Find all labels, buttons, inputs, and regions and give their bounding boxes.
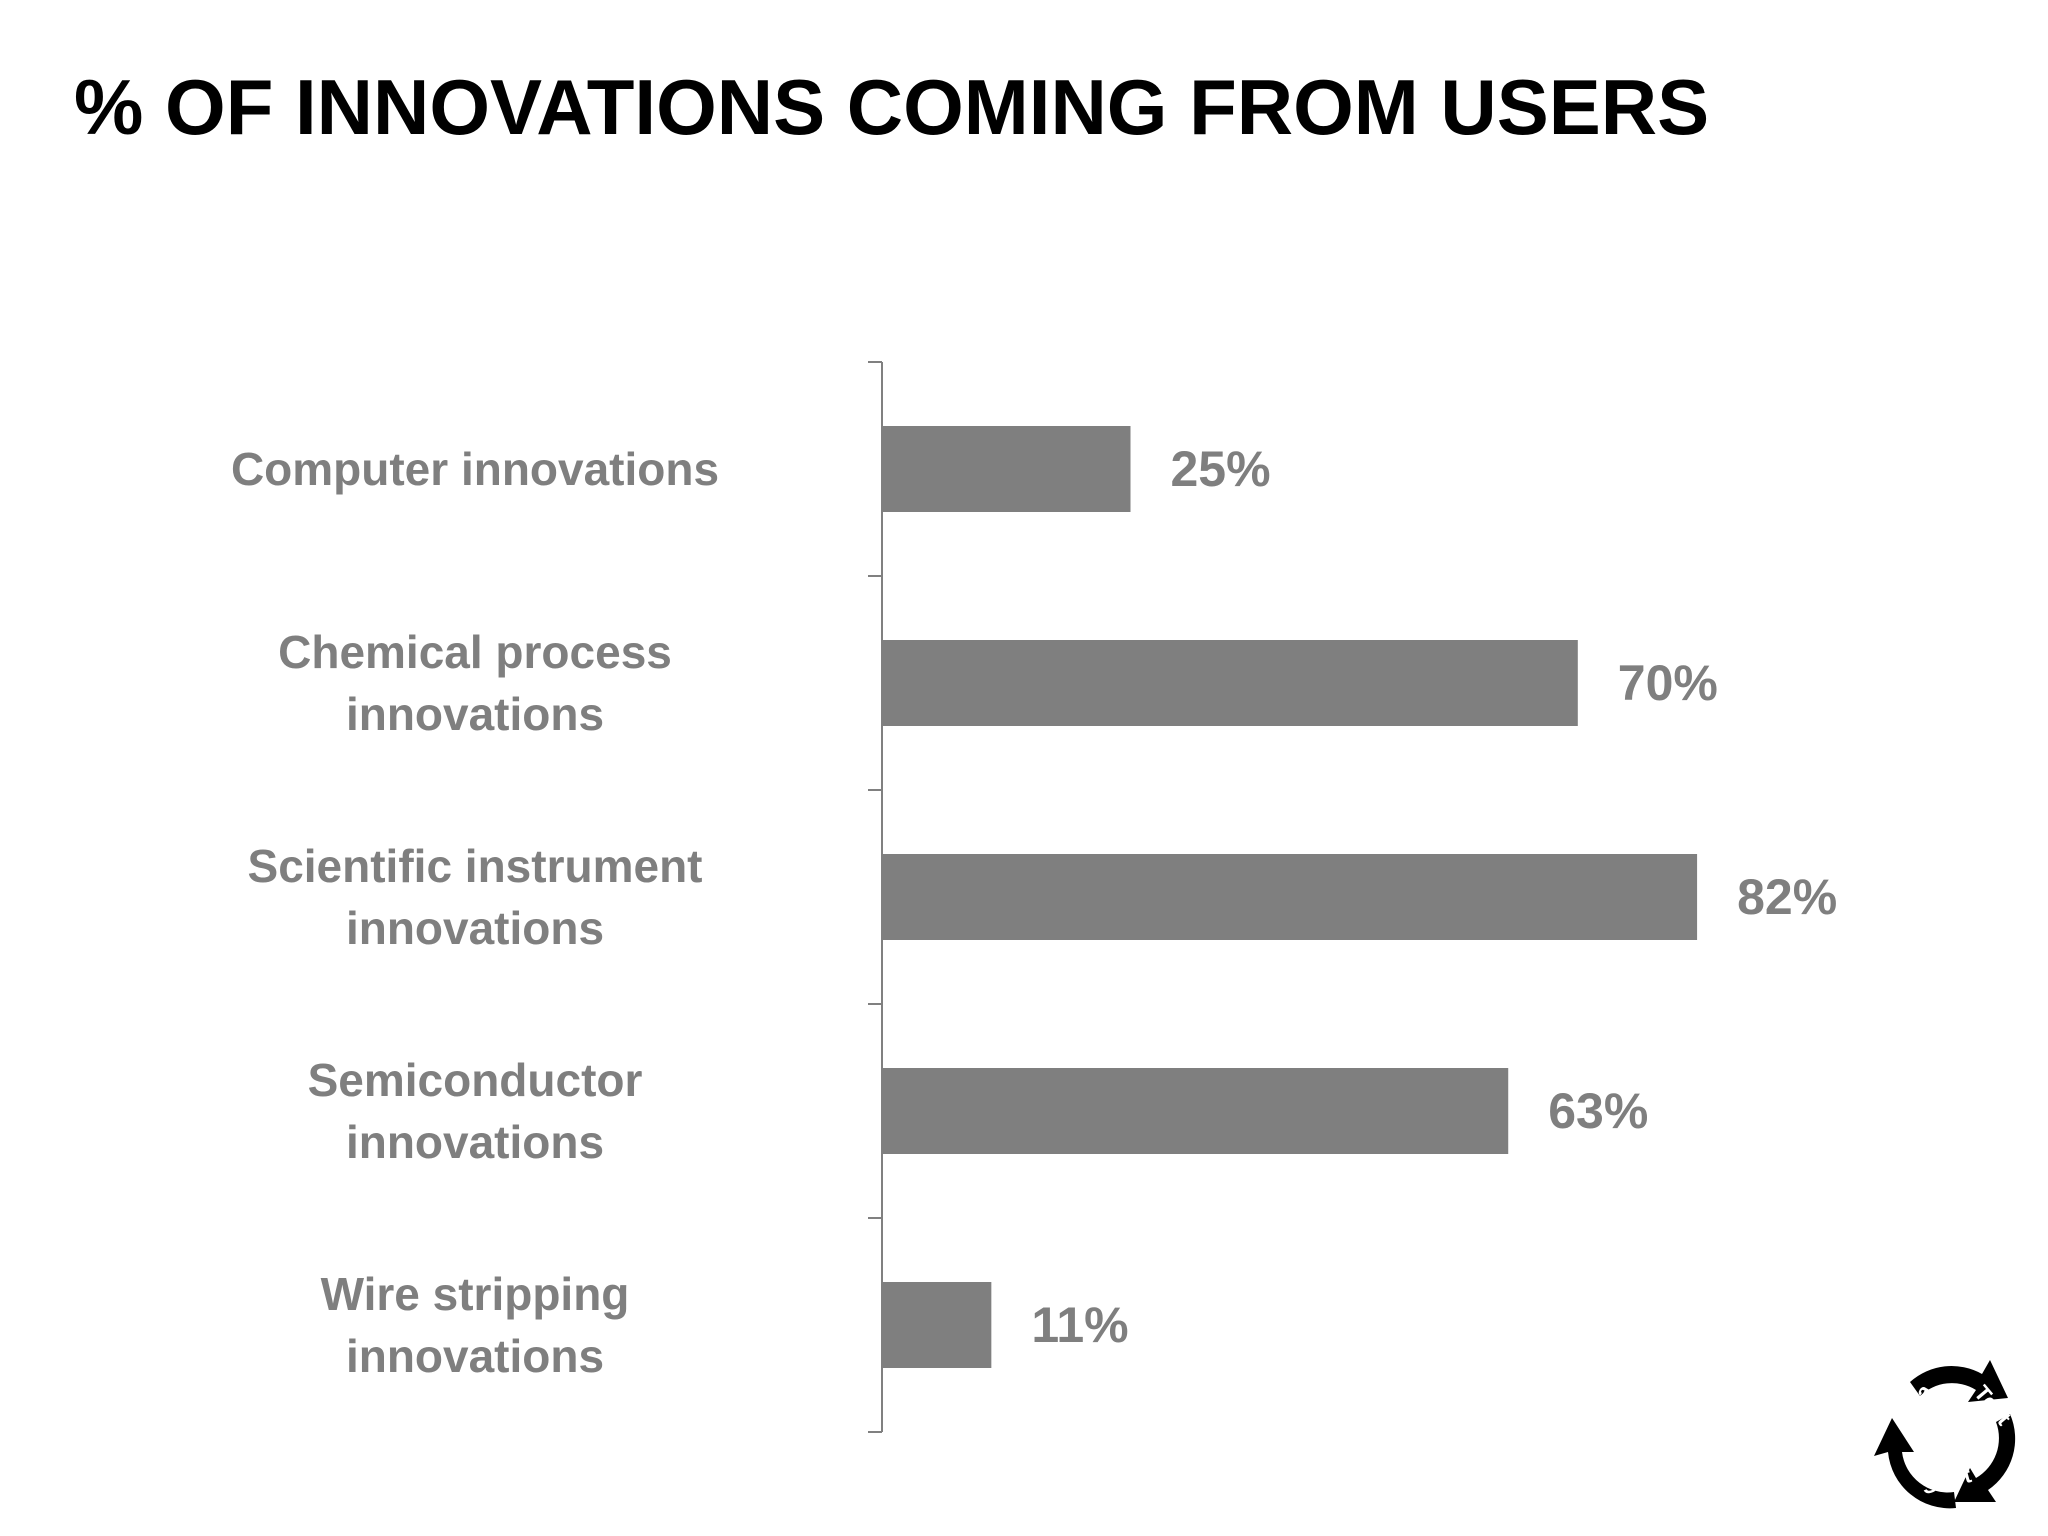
category-label: Computer innovations <box>231 443 719 495</box>
bar <box>882 1282 992 1368</box>
category-label: Semiconductor <box>308 1054 643 1106</box>
category-label: Chemical process <box>278 626 672 678</box>
category-label: innovations <box>346 1116 604 1168</box>
data-label: 25% <box>1171 441 1271 497</box>
bar <box>882 854 1698 940</box>
data-label: 82% <box>1737 869 1837 925</box>
category-label: innovations <box>346 1330 604 1382</box>
bar <box>882 426 1131 512</box>
cycle-arrows-icon: Idea Test Start <box>1874 1360 2017 1509</box>
bar <box>882 640 1578 726</box>
data-label: 70% <box>1618 655 1718 711</box>
category-label: Scientific instrument <box>248 840 703 892</box>
data-label: 11% <box>1031 1297 1128 1353</box>
bar <box>882 1068 1509 1154</box>
category-label: Wire stripping <box>321 1268 630 1320</box>
category-label: innovations <box>346 902 604 954</box>
category-label: innovations <box>346 688 604 740</box>
idea-test-start-logo: Idea Test Start <box>1874 1360 2017 1509</box>
data-label: 63% <box>1548 1083 1648 1139</box>
page-title: % OF INNOVATIONS COMING FROM USERS <box>74 63 1710 151</box>
